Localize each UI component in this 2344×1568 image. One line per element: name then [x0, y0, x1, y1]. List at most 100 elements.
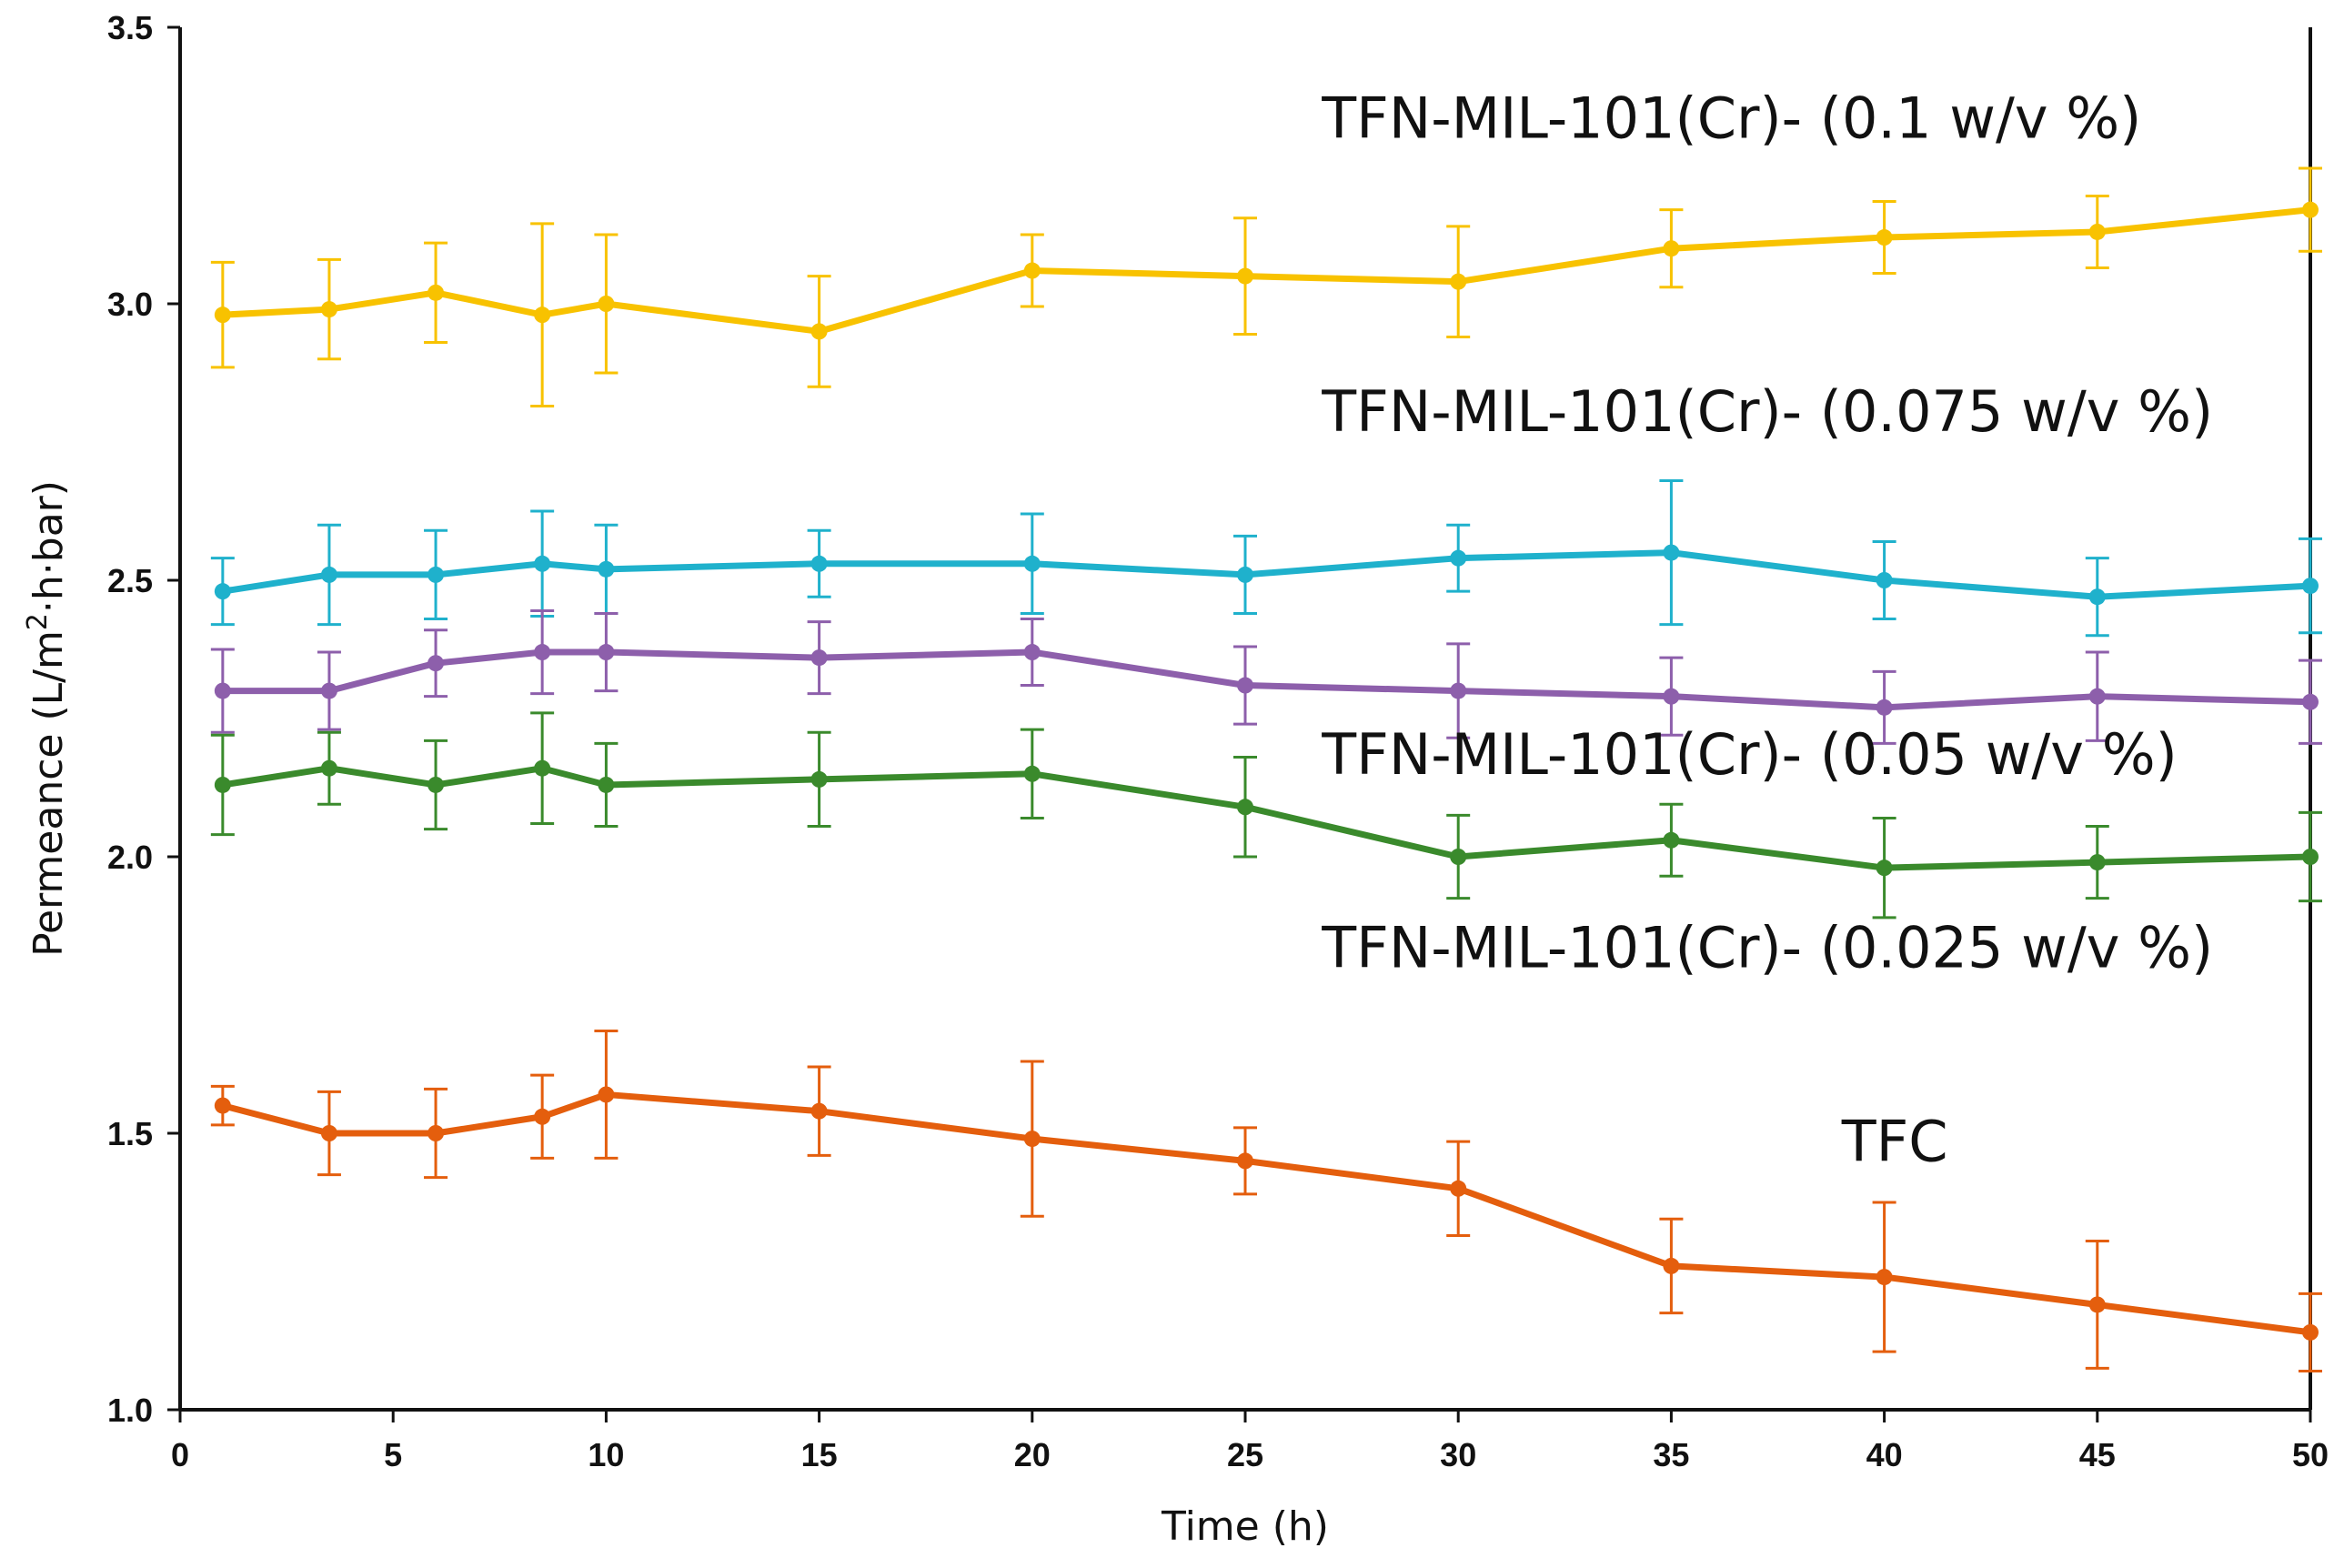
data-point [428, 284, 445, 301]
x-tick-label: 35 [1653, 1436, 1689, 1473]
series-label: TFN-MIL-101(Cr)- (0.1 w/v %) [1321, 85, 2141, 152]
data-point [1237, 267, 1253, 285]
data-point [534, 307, 551, 324]
data-point [320, 682, 337, 699]
data-point [2302, 849, 2319, 865]
x-tick-label: 50 [2292, 1436, 2329, 1473]
data-point [1023, 644, 1041, 661]
x-axis-title: Time (h) [1161, 1503, 1329, 1550]
data-point [598, 1086, 615, 1103]
data-point [2088, 588, 2106, 606]
series-line [221, 1091, 2311, 1336]
y-tick-label: 1.0 [107, 1392, 153, 1429]
x-tick-label: 30 [1440, 1436, 1476, 1473]
data-point [2302, 1323, 2319, 1341]
series-label: TFN-MIL-101(Cr)- (0.05 w/v %) [1321, 721, 2178, 788]
data-point [320, 1125, 337, 1141]
data-point [1450, 682, 1467, 699]
data-point [810, 649, 828, 667]
y-tick-label: 1.5 [107, 1115, 153, 1152]
series-label: TFN-MIL-101(Cr)- (0.075 w/v %) [1321, 378, 2213, 445]
series-labels: TFN-MIL-101(Cr)- (0.1 w/v %) TFN-MIL-101(… [1321, 85, 2213, 1175]
data-point [1023, 262, 1041, 279]
data-point [2302, 578, 2319, 595]
x-tick-label: 40 [1866, 1436, 1903, 1473]
data-point [1876, 1269, 1893, 1286]
y-tick-label: 3.5 [107, 9, 153, 46]
data-point [320, 566, 337, 583]
data-point [1023, 1131, 1041, 1148]
series-1 [210, 166, 2322, 407]
y-tick-label: 2.0 [107, 839, 153, 876]
x-tick-label: 10 [588, 1436, 624, 1473]
x-axis: 0 5 10 15 20 25 30 35 40 45 50 [171, 1410, 2329, 1473]
data-point [428, 566, 445, 583]
data-point [810, 323, 828, 340]
data-point [1023, 765, 1041, 782]
data-point [598, 560, 615, 578]
data-point [214, 776, 231, 793]
data-point [598, 644, 615, 661]
data-point [2088, 1296, 2106, 1313]
data-point [2088, 223, 2106, 240]
data-point [810, 1102, 828, 1120]
data-point [214, 307, 231, 324]
x-tick-label: 5 [384, 1436, 402, 1473]
x-tick-label: 20 [1014, 1436, 1051, 1473]
data-point [428, 655, 445, 672]
y-axis-title: Permeance (L/m2·h·bar) [22, 480, 73, 957]
data-point [1663, 544, 1680, 561]
data-point [534, 644, 551, 661]
data-point [214, 682, 231, 699]
data-point [1663, 1257, 1680, 1274]
series-3 [210, 608, 2322, 745]
data-point [214, 583, 231, 600]
data-point [214, 1097, 231, 1114]
series-2 [210, 479, 2322, 638]
data-point [320, 301, 337, 318]
data-point [534, 759, 551, 777]
data-point [810, 770, 828, 788]
y-axis-title-suffix: ·h·bar) [25, 480, 72, 613]
data-point [598, 776, 615, 793]
data-point [1023, 555, 1041, 572]
data-point [428, 776, 445, 793]
data-point [534, 555, 551, 572]
series-layer [210, 166, 2322, 1372]
y-axis: 1.0 1.5 2.0 2.5 3.0 3.5 [107, 9, 180, 1429]
data-point [1876, 859, 1893, 877]
series-line [222, 648, 2311, 711]
data-point [1237, 677, 1253, 694]
data-point [1237, 1152, 1253, 1170]
series-5 [210, 1030, 2322, 1372]
y-tick-label: 3.0 [107, 286, 153, 323]
data-point [1663, 240, 1680, 257]
data-point [2302, 693, 2319, 710]
data-point [1450, 849, 1467, 865]
data-point [2302, 201, 2319, 218]
data-point [1663, 831, 1680, 849]
data-point [320, 759, 337, 777]
series-label: TFN-MIL-101(Cr)- (0.025 w/v %) [1321, 915, 2213, 981]
y-axis-title-superscript: 2 [22, 613, 54, 630]
data-point [1450, 273, 1467, 290]
data-point [810, 555, 828, 572]
series-4 [210, 711, 2322, 920]
y-tick-label: 2.5 [107, 562, 153, 599]
data-point [1663, 688, 1680, 705]
series-label: TFC [1841, 1108, 1948, 1174]
data-point [428, 1125, 445, 1141]
data-point [1876, 572, 1893, 588]
data-point [1450, 1180, 1467, 1197]
data-point [1237, 799, 1253, 816]
data-point [598, 296, 615, 312]
data-point [1450, 549, 1467, 567]
x-tick-label: 25 [1227, 1436, 1263, 1473]
x-tick-label: 0 [171, 1436, 189, 1473]
x-tick-label: 45 [2079, 1436, 2116, 1473]
data-point [2088, 854, 2106, 871]
data-point [1237, 566, 1253, 583]
data-point [1876, 229, 1893, 246]
x-tick-label: 15 [801, 1436, 838, 1473]
